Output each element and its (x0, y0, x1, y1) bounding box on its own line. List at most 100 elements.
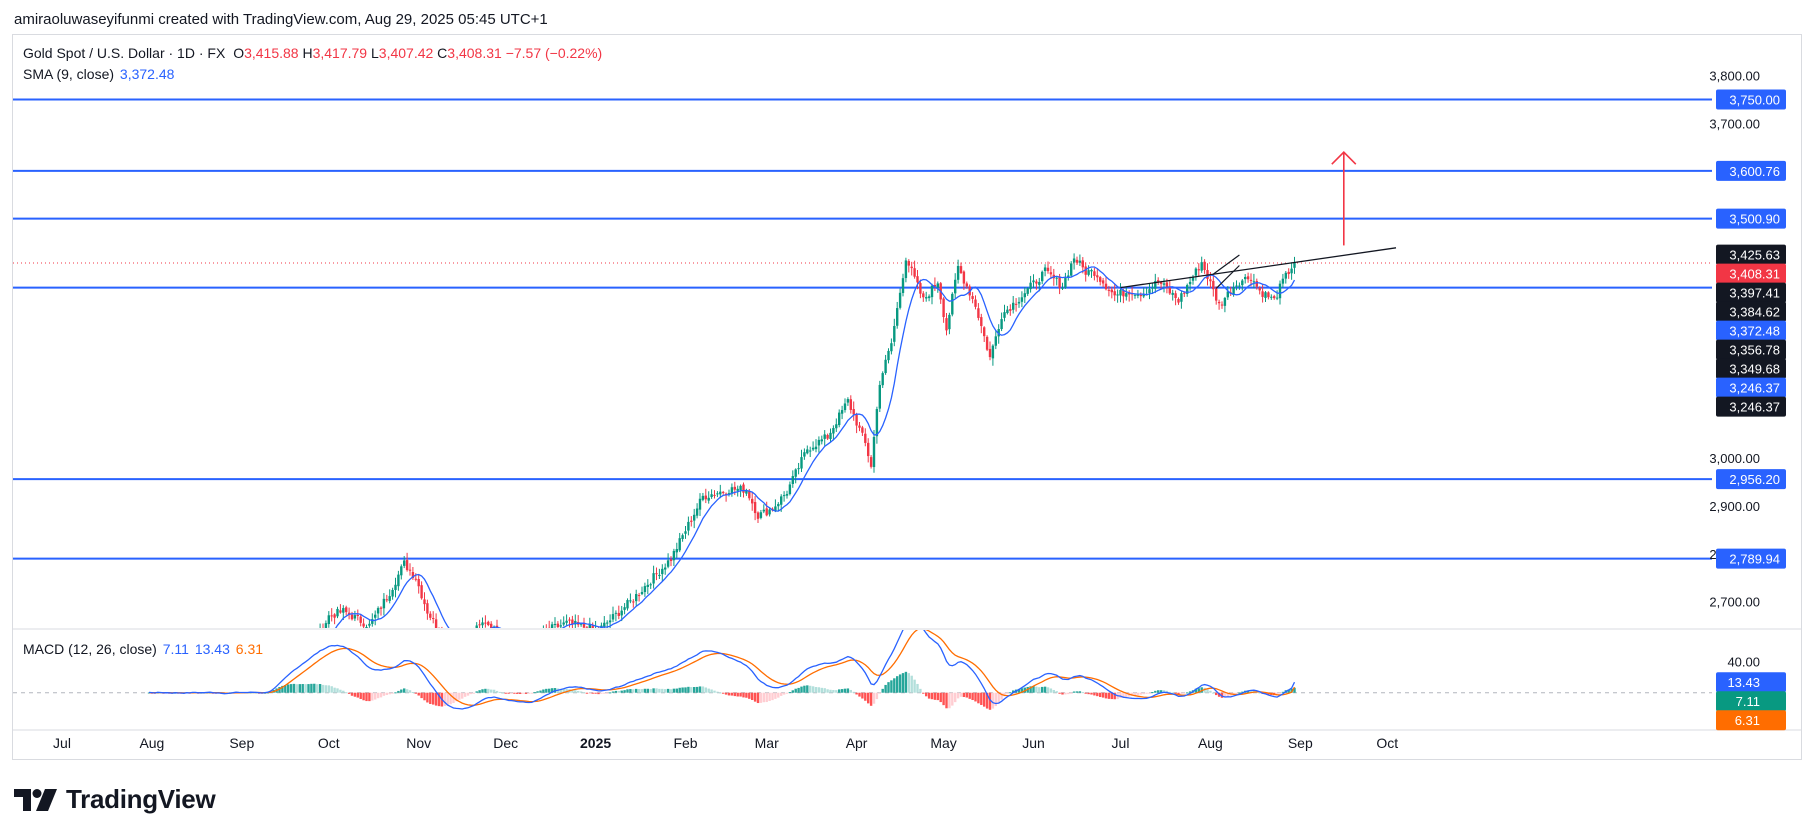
macd-tag-label: 6.31 (1735, 713, 1760, 728)
candle (116, 740, 118, 752)
candle (962, 270, 966, 290)
price-tag-bg (1716, 469, 1786, 490)
candle (495, 619, 499, 628)
candle (1157, 277, 1160, 285)
candle-body (1026, 288, 1029, 294)
sma-legend[interactable]: SMA (9, close) 3,372.48 (23, 66, 174, 82)
candle (559, 619, 562, 628)
macd-histogram-bar (803, 685, 806, 693)
candle-body (962, 271, 966, 284)
macd-histogram-bar (826, 689, 829, 693)
candle (78, 742, 80, 751)
candle-body (1186, 285, 1189, 294)
macd-histogram-bar (727, 692, 731, 696)
x-axis-label: Aug (139, 735, 164, 751)
macd-histogram-bar (782, 692, 786, 695)
macd-histogram-bar (954, 692, 957, 703)
candle (919, 279, 922, 299)
macd-histogram-bar (527, 692, 531, 694)
candle-body (904, 260, 908, 279)
candle-body (1270, 296, 1273, 298)
candle-body (635, 594, 638, 602)
macd-histogram-bar (945, 692, 948, 709)
candle (684, 525, 687, 539)
candle (339, 604, 342, 614)
macd-histogram-bar (432, 692, 435, 705)
macd-histogram-bar (408, 690, 412, 693)
candle-body (884, 359, 887, 374)
logo-text: TradingView (66, 784, 216, 814)
macd-histogram-bar (997, 692, 1000, 704)
macd-histogram-bar (762, 692, 765, 703)
macd-histogram-bar (693, 687, 696, 693)
macd-legend[interactable]: MACD (12, 26, close) 7.11 13.43 6.31 (23, 641, 263, 657)
macd-histogram-bar (403, 688, 406, 693)
macd-tag: 6.31 (1716, 710, 1786, 731)
candle-body (223, 747, 225, 749)
tradingview-logo[interactable]: TradingView (14, 784, 216, 815)
price-tag-label: 3,349.68 (1729, 362, 1780, 377)
candle-body (1157, 280, 1160, 282)
macd-histogram-bar (655, 688, 658, 693)
candle (809, 446, 812, 458)
macd-plot (13, 630, 1712, 710)
candle (1142, 287, 1145, 299)
candle (1273, 294, 1276, 300)
candle (658, 568, 661, 580)
macd-histogram-bar (437, 692, 441, 707)
candle-body (669, 559, 673, 561)
candle (267, 740, 269, 749)
macd-histogram-bar (516, 692, 519, 694)
macd-histogram-bar (391, 692, 394, 694)
price-tag-bg (1716, 160, 1786, 181)
candle (695, 503, 699, 519)
candle (948, 312, 951, 335)
macd-histogram-bar (704, 687, 707, 693)
macd-histogram-bar (585, 692, 589, 694)
candle (1032, 274, 1035, 289)
macd-histogram-bar (658, 688, 661, 693)
candle (617, 605, 620, 620)
candle (719, 484, 722, 499)
candle-body (1273, 296, 1276, 299)
symbol-title[interactable]: Gold Spot / U.S. Dollar · 1D · FX (23, 45, 226, 61)
macd-histogram-bar (443, 692, 446, 707)
candle-body (1191, 276, 1195, 281)
candle-body (794, 469, 797, 477)
candle (174, 741, 176, 754)
candle-body (1235, 285, 1238, 287)
candle-body (556, 623, 560, 628)
candle (588, 617, 591, 628)
y-tick-label: 3,000.00 (1709, 451, 1760, 466)
macd-y-tick-label: 40.00 (1727, 654, 1760, 669)
macd-histogram-bar (965, 692, 968, 698)
price-tag: 2,789.94 (1716, 548, 1786, 569)
candle-body (701, 495, 705, 500)
candle (693, 508, 696, 529)
candle (426, 599, 429, 620)
candle-body (1087, 270, 1090, 275)
candle-body (1252, 281, 1256, 283)
candle-body (365, 626, 368, 628)
candle-body (1290, 268, 1293, 274)
candle (687, 516, 690, 536)
candle-body (603, 622, 606, 627)
candle (461, 635, 463, 649)
macd-histogram-bar (852, 691, 855, 693)
macd-histogram-bar (449, 692, 452, 705)
candle-body (719, 491, 722, 495)
candle (1113, 284, 1116, 302)
macd-histogram-bar (310, 683, 313, 693)
candle-body (461, 638, 463, 643)
candle (403, 556, 406, 569)
candle-body (133, 746, 135, 748)
candle-body (1070, 263, 1073, 276)
macd-histogram-bar (1267, 692, 1270, 695)
low-value: 3,407.42 (378, 45, 434, 61)
candle (522, 638, 524, 646)
macd-histogram-bar (1133, 692, 1137, 696)
price-tag-bg (1716, 244, 1786, 265)
macd-histogram-bar (733, 692, 736, 697)
macd-histogram-bar (1067, 692, 1070, 695)
